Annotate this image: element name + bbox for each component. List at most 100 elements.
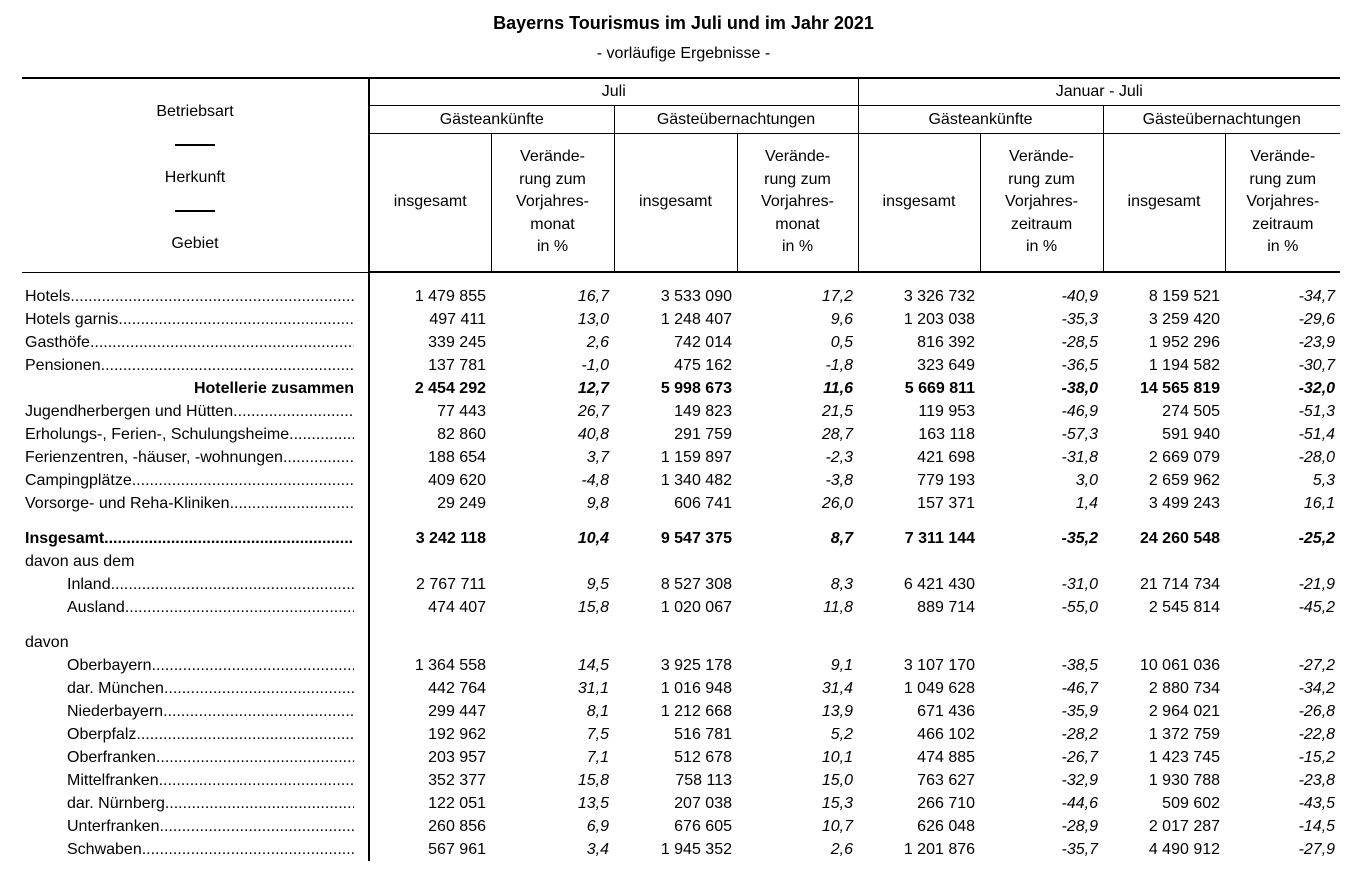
label-text: Oberfranken [67, 749, 156, 766]
cell: 11,6 [823, 380, 854, 397]
header-row: insgesamt Verände- rung zum Vorjahres- mo… [22, 133, 1341, 273]
cell: 1 930 788 [1148, 772, 1221, 789]
cell: 10,7 [821, 818, 854, 835]
row-label: Pensionen [22, 354, 370, 377]
cell: 15,3 [821, 795, 854, 812]
cell: -35,2 [1061, 530, 1099, 547]
cell: 5,2 [830, 726, 854, 743]
leader-dots [132, 469, 354, 492]
cell: 13,5 [577, 795, 609, 812]
cell-empty [491, 550, 614, 573]
cell: 7 311 144 [904, 530, 976, 547]
cell: 299 447 [428, 703, 486, 720]
label-leader: Jugendherbergen und Hütten [25, 400, 354, 423]
cell-empty [980, 550, 1103, 573]
cell: 466 102 [917, 726, 976, 743]
stub-label: Gebiet [171, 234, 219, 252]
label-text: Pensionen [25, 357, 101, 374]
data-row: Pensionen 137 781 -1,0 475 162 -1,8 323 649 -3… [22, 354, 1340, 377]
cell: -25,2 [1298, 530, 1336, 547]
cell: 9 547 375 [660, 530, 732, 547]
data-row: davon aus dem [22, 550, 1340, 573]
cell: 1 340 482 [660, 472, 732, 489]
cell: 763 627 [917, 772, 976, 789]
cell: -21,9 [1298, 576, 1336, 593]
data-row: Insgesamt 3 242 118 10,4 9 547 375 8,7 7 311 … [22, 527, 1340, 550]
cell: -29,6 [1298, 311, 1336, 328]
cell: 1 201 876 [903, 841, 976, 858]
leader-dots [164, 677, 354, 700]
cell: 591 940 [1162, 426, 1221, 443]
label-leader: Insgesamt [25, 527, 354, 550]
spacer-cell [22, 619, 370, 631]
column-header: Verände- rung zum Vorjahres- zeitraum in… [979, 133, 1104, 273]
cell: 1 049 628 [903, 680, 976, 697]
data-row: Niederbayern 299 447 8,1 1 212 668 13,9 671 4… [22, 700, 1340, 723]
cell: 15,0 [821, 772, 854, 789]
cell: 10 061 036 [1139, 657, 1221, 674]
leader-dots [165, 792, 354, 815]
cell: 1 479 855 [414, 288, 486, 305]
cell: 4 490 912 [1148, 841, 1221, 858]
label-text: Inland [67, 576, 111, 593]
cell: 1 194 582 [1148, 357, 1221, 374]
spacer [22, 272, 1340, 285]
group-header: Gästeübernachtungen [613, 105, 859, 134]
column-header: insgesamt [368, 133, 492, 273]
cell: 816 392 [917, 334, 976, 351]
spacer-cell [22, 272, 370, 285]
label-text: Unterfranken [67, 818, 160, 835]
label-leader: Pensionen [25, 354, 354, 377]
label-leader: Gasthöfe [25, 331, 354, 354]
label-text: Ausland [67, 599, 125, 616]
cell: -44,6 [1061, 795, 1099, 812]
cell: 606 741 [674, 495, 732, 512]
cell: 323 649 [917, 357, 976, 374]
label-text: Insgesamt [25, 530, 105, 547]
leader-dots [70, 285, 354, 308]
cell: -30,7 [1298, 357, 1336, 374]
leader-dots [90, 331, 354, 354]
cell-empty [858, 631, 980, 654]
cell: -14,5 [1298, 818, 1336, 835]
cell: -23,9 [1298, 334, 1336, 351]
cell: 758 113 [675, 772, 732, 789]
cell: 24 260 548 [1139, 530, 1221, 547]
cell: 10,4 [577, 530, 609, 547]
row-label: Mittelfranken [22, 769, 370, 792]
label-text: dar. München [67, 680, 164, 697]
row-label: davon [22, 631, 370, 654]
leader-dots [111, 573, 354, 596]
cell: 16,1 [1303, 495, 1336, 512]
cell: 2 017 287 [1148, 818, 1221, 835]
cell: 0,5 [830, 334, 854, 351]
label-text: Hotels garnis [25, 311, 119, 328]
spacer [22, 515, 1340, 527]
data-row: Ferienzentren, -häuser, -wohnungen 188 65… [22, 446, 1340, 469]
cell: 5 998 673 [660, 380, 732, 397]
cell: 1 212 668 [660, 703, 732, 720]
cell: 1 248 407 [660, 311, 732, 328]
cell: 2 545 814 [1148, 599, 1221, 616]
cell: 3 259 420 [1148, 311, 1221, 328]
cell: -38,0 [1061, 380, 1099, 397]
cell: 3 242 118 [415, 530, 486, 547]
cell: 1 952 296 [1148, 334, 1221, 351]
data-row: Oberfranken 203 957 7,1 512 678 10,1 474 885 -… [22, 746, 1340, 769]
cell-empty [614, 550, 737, 573]
cell: 676 605 [674, 818, 732, 835]
cell-empty [369, 550, 491, 573]
cell: 13,9 [821, 703, 854, 720]
cell: 1 016 948 [660, 680, 732, 697]
cell: 31,1 [577, 680, 609, 697]
cell: 40,8 [577, 426, 609, 443]
cell: -55,0 [1061, 599, 1099, 616]
cell-empty [1103, 631, 1225, 654]
data-row: Jugendherbergen und Hütten 77 443 26,7 149 … [22, 400, 1340, 423]
cell: 3 533 090 [660, 288, 732, 305]
dash [175, 209, 215, 212]
stub-label: Betriebsart [156, 102, 234, 120]
cell-empty [1225, 631, 1340, 654]
cell: 16,7 [577, 288, 609, 305]
period-header: Januar - Juli [857, 77, 1341, 106]
